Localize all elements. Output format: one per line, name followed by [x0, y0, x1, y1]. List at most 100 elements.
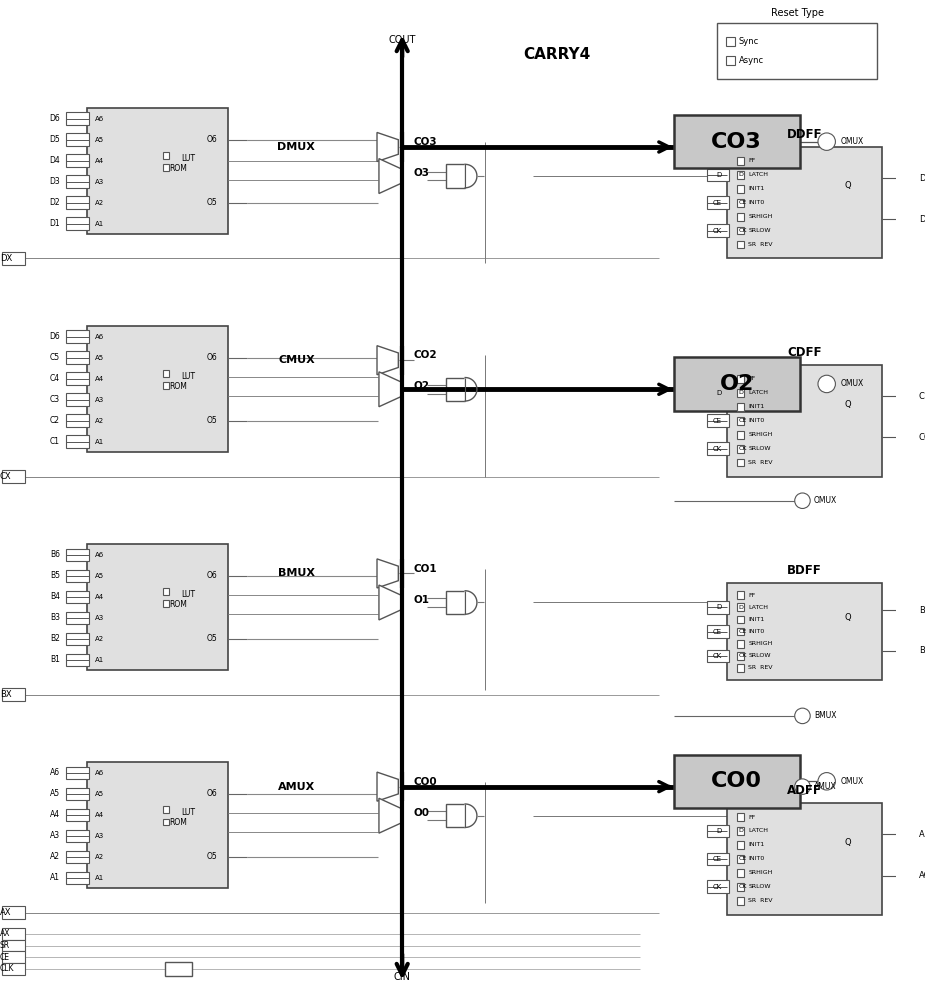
Circle shape — [818, 773, 835, 790]
Text: O6: O6 — [206, 135, 217, 144]
Bar — [736, 375, 745, 383]
Text: C: C — [919, 392, 925, 401]
Text: CO1: CO1 — [413, 564, 438, 574]
Text: D3: D3 — [49, 177, 60, 186]
Text: D5: D5 — [49, 135, 60, 144]
Text: FF: FF — [748, 158, 756, 163]
Circle shape — [818, 133, 835, 150]
Text: CE: CE — [713, 200, 722, 206]
Text: C1: C1 — [50, 437, 60, 446]
Polygon shape — [379, 585, 402, 620]
Bar — [66, 217, 89, 230]
Bar — [66, 872, 89, 884]
Bar — [446, 164, 465, 188]
Text: AMUX: AMUX — [278, 782, 315, 792]
Text: O3: O3 — [413, 168, 430, 178]
Text: SRHIGH: SRHIGH — [748, 870, 772, 875]
Bar — [708, 880, 729, 893]
Bar — [736, 431, 745, 439]
Text: SR  REV: SR REV — [748, 665, 772, 670]
Text: A1: A1 — [95, 439, 105, 445]
Text: C3: C3 — [50, 395, 60, 404]
Bar — [736, 628, 745, 635]
Bar — [736, 652, 745, 660]
Bar — [66, 830, 89, 842]
Text: OMUX: OMUX — [840, 379, 864, 388]
Text: O5: O5 — [206, 852, 217, 861]
Text: DX: DX — [0, 254, 12, 263]
Text: FF: FF — [748, 815, 756, 820]
Bar — [163, 370, 169, 377]
Text: O5: O5 — [206, 634, 217, 643]
Text: CO3: CO3 — [711, 132, 762, 152]
Bar — [736, 241, 745, 248]
Text: D4: D4 — [49, 156, 60, 165]
Polygon shape — [377, 559, 399, 588]
Text: INIT0: INIT0 — [748, 856, 764, 861]
Text: A5: A5 — [95, 573, 105, 579]
Text: D: D — [738, 172, 744, 177]
Text: ROM: ROM — [169, 382, 188, 391]
Text: DDFF: DDFF — [786, 128, 822, 141]
Circle shape — [899, 868, 915, 883]
Text: CQ: CQ — [919, 433, 925, 442]
Bar — [736, 883, 745, 891]
Text: CLK: CLK — [0, 964, 15, 973]
Text: CK: CK — [738, 884, 747, 889]
Text: OMUX: OMUX — [814, 496, 837, 505]
Text: INIT1: INIT1 — [748, 842, 764, 847]
Text: SRLOW: SRLOW — [748, 228, 771, 233]
Bar — [66, 767, 89, 779]
Text: A1: A1 — [95, 221, 105, 227]
Text: CK: CK — [738, 653, 747, 658]
Bar — [736, 869, 745, 877]
Text: AX: AX — [0, 929, 10, 938]
Bar — [2, 906, 25, 919]
Text: CO3: CO3 — [413, 137, 438, 147]
Bar — [66, 414, 89, 427]
Text: INIT1: INIT1 — [748, 617, 764, 622]
Text: A5: A5 — [50, 789, 60, 798]
Bar — [708, 601, 729, 614]
Bar — [163, 588, 169, 595]
Text: CE: CE — [738, 629, 746, 634]
Text: A3: A3 — [95, 833, 105, 839]
Bar — [66, 133, 89, 146]
Bar — [726, 56, 735, 65]
Text: A1: A1 — [95, 657, 105, 663]
Bar — [87, 762, 228, 888]
Polygon shape — [465, 378, 477, 401]
Circle shape — [795, 493, 810, 508]
Text: A6: A6 — [50, 768, 60, 777]
Text: A4: A4 — [95, 812, 105, 818]
Text: A2: A2 — [95, 854, 105, 860]
Circle shape — [795, 708, 810, 724]
Text: A2: A2 — [95, 636, 105, 642]
Bar — [2, 963, 25, 975]
Bar — [66, 570, 89, 582]
Text: A5: A5 — [95, 355, 105, 361]
Circle shape — [899, 212, 915, 227]
Text: INIT0: INIT0 — [748, 200, 764, 205]
Text: A3: A3 — [95, 615, 105, 621]
Bar — [736, 813, 745, 821]
Bar — [87, 108, 228, 234]
Bar — [163, 152, 169, 159]
Polygon shape — [465, 164, 477, 188]
Bar — [2, 951, 25, 963]
Text: LATCH: LATCH — [748, 172, 768, 177]
Bar — [727, 583, 882, 680]
Text: CMUX: CMUX — [278, 355, 315, 365]
Bar — [736, 459, 745, 466]
Bar — [736, 664, 745, 672]
Bar — [66, 435, 89, 448]
Bar — [66, 549, 89, 561]
Bar — [66, 196, 89, 209]
Text: D: D — [919, 174, 925, 183]
Bar — [66, 154, 89, 167]
Text: LUT: LUT — [181, 808, 195, 817]
Bar — [673, 357, 799, 411]
Text: B2: B2 — [50, 634, 60, 643]
Bar — [708, 442, 729, 455]
Polygon shape — [377, 346, 399, 375]
